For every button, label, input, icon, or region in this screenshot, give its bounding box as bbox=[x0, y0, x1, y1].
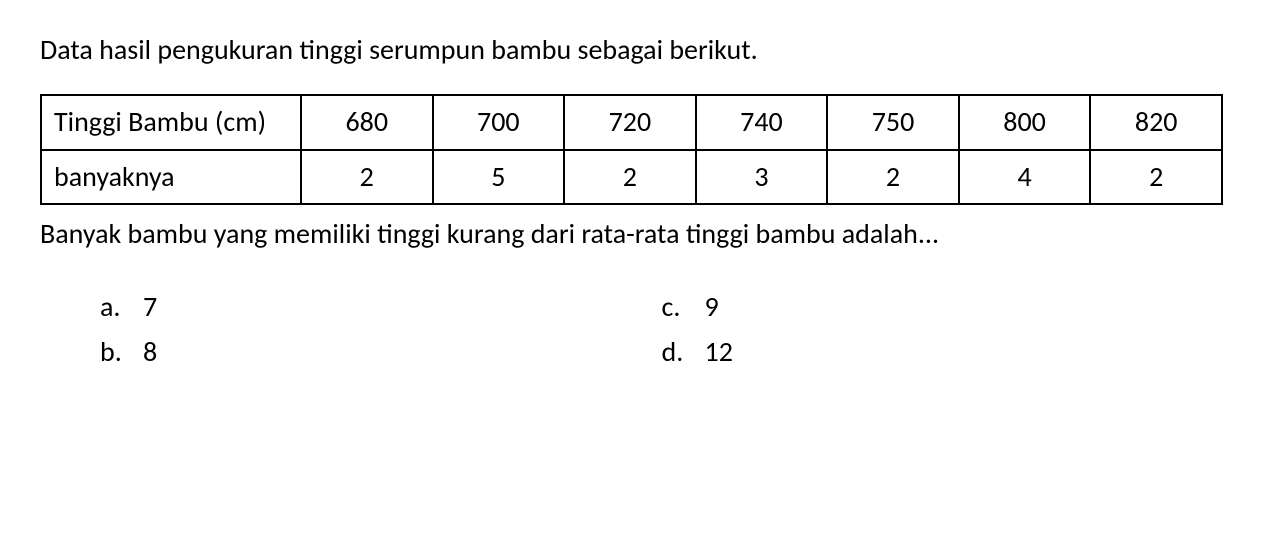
table-cell: 800 bbox=[959, 95, 1091, 149]
table-row: banyaknya 2 5 2 3 2 4 2 bbox=[41, 150, 1222, 204]
table-cell: 820 bbox=[1090, 95, 1222, 149]
option-value: 9 bbox=[705, 285, 719, 330]
option-value: 7 bbox=[143, 285, 157, 330]
table-cell: 4 bbox=[959, 150, 1091, 204]
option-c: c. 9 bbox=[662, 285, 1224, 330]
table-cell: 740 bbox=[696, 95, 828, 149]
option-value: 12 bbox=[705, 330, 733, 375]
option-value: 8 bbox=[143, 330, 157, 375]
option-letter: c. bbox=[662, 285, 687, 330]
data-table: Tinggi Bambu (cm) 680 700 720 740 750 80… bbox=[40, 94, 1223, 205]
intro-text: Data hasil pengukuran tinggi serumpun ba… bbox=[40, 30, 1223, 69]
table-cell: 720 bbox=[564, 95, 696, 149]
options-column-right: c. 9 d. 12 bbox=[662, 285, 1224, 375]
options-column-left: a. 7 b. 8 bbox=[100, 285, 662, 375]
table-cell: 3 bbox=[696, 150, 828, 204]
row-header: Tinggi Bambu (cm) bbox=[41, 95, 301, 149]
row-header: banyaknya bbox=[41, 150, 301, 204]
option-letter: b. bbox=[100, 330, 125, 375]
options-container: a. 7 b. 8 c. 9 d. 12 bbox=[40, 285, 1223, 375]
table-cell: 5 bbox=[433, 150, 565, 204]
table-cell: 2 bbox=[564, 150, 696, 204]
option-a: a. 7 bbox=[100, 285, 662, 330]
option-letter: d. bbox=[662, 330, 687, 375]
table-row: Tinggi Bambu (cm) 680 700 720 740 750 80… bbox=[41, 95, 1222, 149]
table-cell: 750 bbox=[827, 95, 959, 149]
option-d: d. 12 bbox=[662, 330, 1224, 375]
table-cell: 700 bbox=[433, 95, 565, 149]
table-cell: 680 bbox=[301, 95, 433, 149]
option-letter: a. bbox=[100, 285, 125, 330]
option-b: b. 8 bbox=[100, 330, 662, 375]
table-cell: 2 bbox=[1090, 150, 1222, 204]
table-cell: 2 bbox=[301, 150, 433, 204]
question-text: Banyak bambu yang memiliki tinggi kurang… bbox=[40, 213, 1223, 255]
table-cell: 2 bbox=[827, 150, 959, 204]
